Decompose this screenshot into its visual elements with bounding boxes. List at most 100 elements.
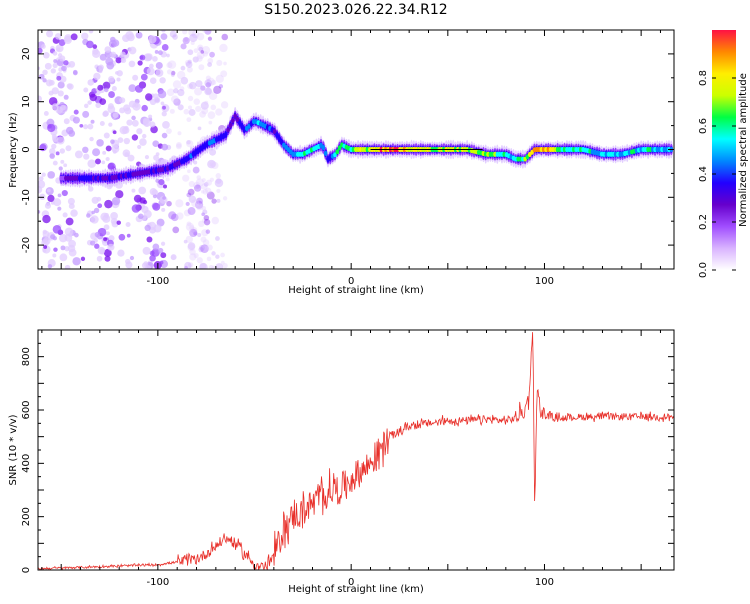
colorbar-tick-label: 0.0 <box>698 262 709 278</box>
noise-cell <box>202 218 207 224</box>
noise-cell <box>108 122 113 127</box>
noise-cell <box>152 140 160 148</box>
noise-cell <box>128 60 136 68</box>
noise-cell <box>215 263 224 269</box>
noise-cell <box>142 246 151 255</box>
noise-cell <box>139 197 146 204</box>
noise-cell <box>137 60 143 66</box>
noise-cell <box>195 203 204 211</box>
noise-cell <box>183 108 190 115</box>
noise-cell <box>184 59 191 66</box>
noise-cell <box>201 205 207 211</box>
noise-cell <box>126 233 131 238</box>
noise-cell <box>148 35 157 44</box>
noise-cell <box>205 179 212 186</box>
noise-cell <box>97 246 106 255</box>
noise-cell <box>205 187 212 194</box>
noise-cell <box>51 103 59 111</box>
noise-cell <box>187 95 194 102</box>
noise-cell <box>163 184 168 189</box>
noise-cell <box>206 256 212 262</box>
noise-cell <box>157 90 167 99</box>
noise-cell <box>116 77 121 82</box>
noise-cell <box>187 207 196 215</box>
y-tick-label: -10 <box>21 189 32 205</box>
noise-cell <box>200 101 209 110</box>
noise-cell <box>82 146 89 154</box>
noise-cell <box>83 103 89 109</box>
noise-cell <box>120 57 127 63</box>
noise-cell <box>196 55 203 62</box>
noise-cell <box>207 58 214 64</box>
noise-cell <box>193 98 201 105</box>
noise-cell <box>99 98 107 105</box>
noise-cell <box>98 69 103 74</box>
noise-cell <box>166 128 172 134</box>
noise-cell <box>47 194 55 203</box>
noise-cell <box>148 63 154 69</box>
noise-cell <box>80 256 86 261</box>
noise-cell <box>175 199 184 208</box>
noise-cell <box>138 213 144 220</box>
noise-cell <box>61 189 68 197</box>
noise-cell <box>56 47 61 52</box>
ridge-core-cell <box>323 150 328 156</box>
noise-cell <box>172 34 178 40</box>
noise-cell <box>162 196 167 200</box>
noise-cell <box>190 227 198 234</box>
snr-xlabel: Height of straight line (km) <box>288 584 424 595</box>
noise-cell <box>161 44 169 51</box>
noise-cell <box>205 87 213 95</box>
noise-cell <box>209 177 214 182</box>
heatmap-layer <box>38 30 674 269</box>
noise-cell <box>61 65 67 72</box>
y-tick-label: 0 <box>21 567 32 573</box>
noise-cell <box>180 65 186 71</box>
noise-cell <box>160 33 168 41</box>
noise-cell <box>186 221 192 227</box>
noise-cell <box>38 95 42 103</box>
noise-cell <box>68 60 76 68</box>
ridge-core-cell <box>277 135 282 142</box>
noise-cell <box>187 188 195 196</box>
noise-cell <box>106 231 110 236</box>
noise-cell <box>42 214 51 224</box>
noise-cell <box>203 215 210 221</box>
noise-cell <box>94 243 100 249</box>
colorbar-gradient <box>712 30 736 270</box>
noise-cell <box>59 148 66 154</box>
noise-cell <box>200 50 205 54</box>
noise-cell <box>94 231 101 238</box>
ridge-core-cell <box>337 145 342 151</box>
noise-cell <box>144 155 150 160</box>
noise-cell <box>126 119 133 126</box>
ridge-core-cell <box>333 152 337 158</box>
noise-cell <box>168 211 177 220</box>
noise-cell <box>118 233 126 241</box>
noise-cell <box>102 150 107 155</box>
y-tick-label: -20 <box>21 237 32 253</box>
noise-cell <box>81 32 89 40</box>
noise-cell <box>125 222 131 227</box>
noise-cell <box>92 49 101 58</box>
noise-cell <box>55 151 60 156</box>
noise-cell <box>215 254 220 259</box>
noise-cell <box>201 178 206 183</box>
noise-cell <box>220 260 225 265</box>
noise-cell <box>64 264 71 269</box>
noise-cell <box>96 196 102 202</box>
noise-cell <box>161 143 169 151</box>
noise-cell <box>131 188 136 193</box>
ridge-core-cell <box>233 113 237 119</box>
noise-cell <box>215 236 220 241</box>
noise-cell <box>56 136 65 145</box>
noise-cell <box>44 62 52 70</box>
noise-cell <box>50 68 56 74</box>
noise-cell <box>186 140 194 148</box>
noise-cell <box>59 55 66 62</box>
noise-cell <box>207 159 216 169</box>
noise-cell <box>167 60 177 69</box>
noise-cell <box>195 184 201 189</box>
noise-cell <box>89 136 94 142</box>
